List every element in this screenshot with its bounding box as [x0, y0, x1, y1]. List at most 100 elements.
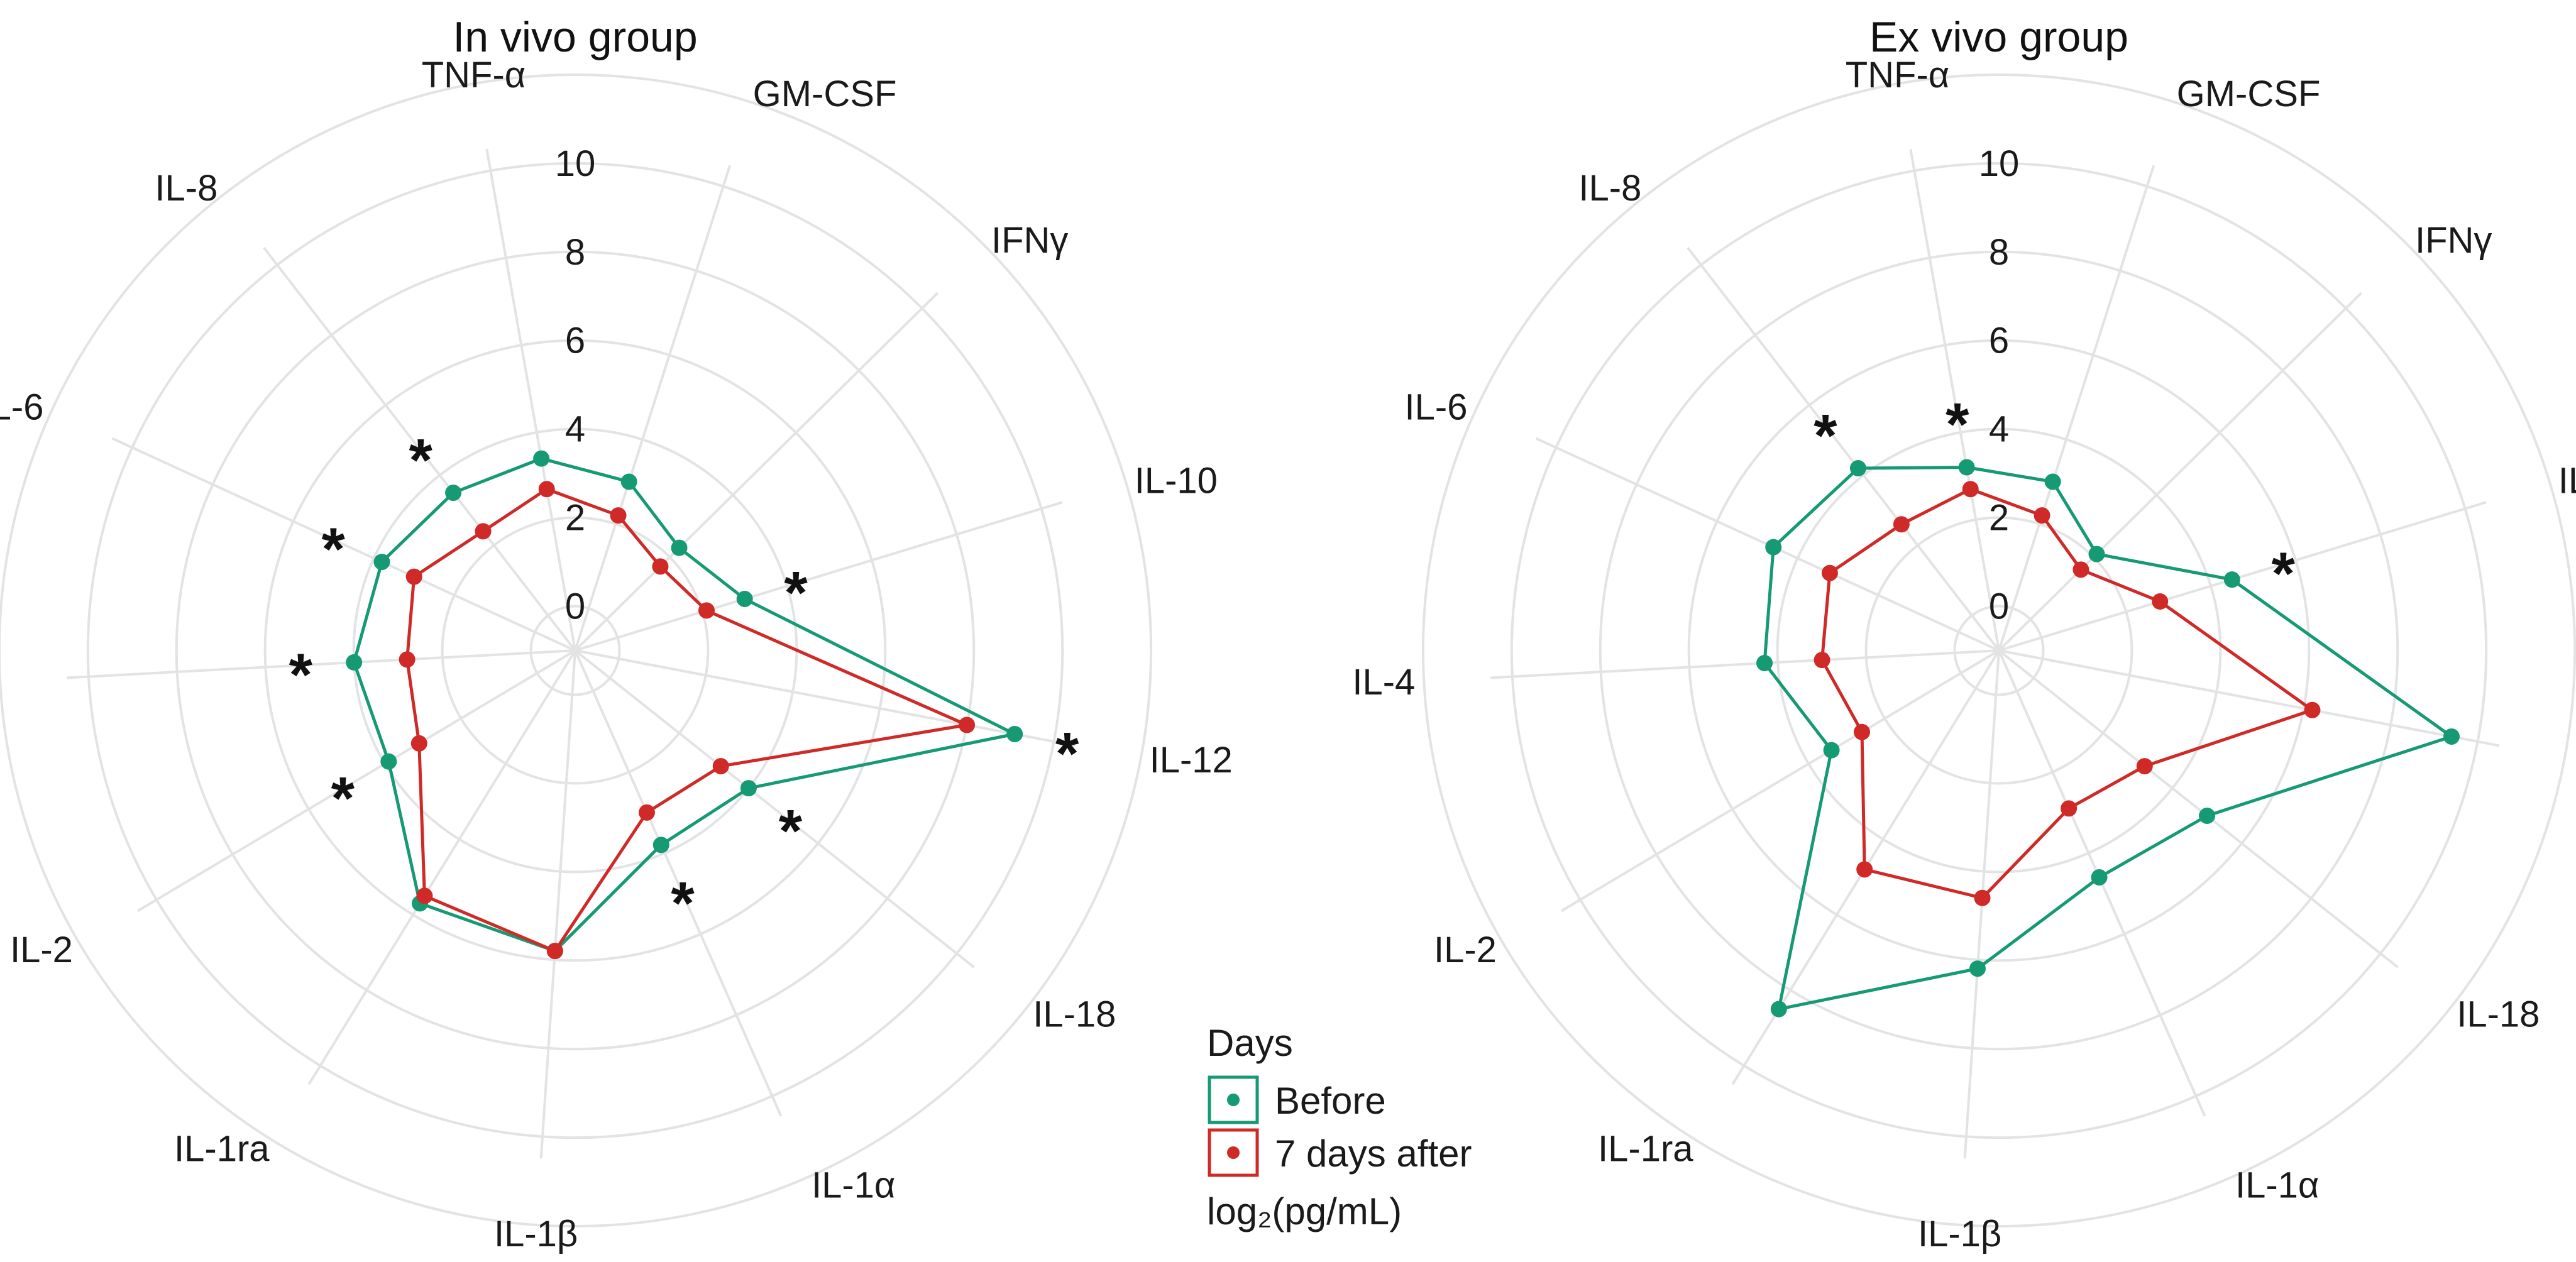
category-label: IL-8	[1578, 168, 1641, 209]
data-point	[671, 539, 688, 556]
significance-mark: *	[322, 516, 346, 583]
category-label: TNF-α	[1846, 55, 1950, 96]
data-point	[610, 507, 627, 524]
data-point	[405, 568, 422, 585]
grid-ring	[1864, 516, 2133, 785]
data-point	[2072, 561, 2089, 578]
grid-ring	[441, 516, 710, 785]
legend-dot-before	[1227, 1094, 1240, 1106]
category-label: IL-8	[155, 168, 217, 209]
data-point	[1854, 723, 1871, 740]
grid-ring	[1422, 74, 2576, 1227]
category-label: IL-10	[2558, 460, 2576, 501]
grid-spoke	[574, 650, 783, 1117]
data-point	[2136, 758, 2153, 775]
category-label: GM-CSF	[753, 74, 897, 114]
category-label: IL-18	[1033, 994, 1116, 1034]
data-point	[638, 804, 655, 821]
category-label: IFNγ	[2415, 220, 2492, 261]
significance-mark: *	[409, 427, 432, 494]
legend-entry-after: 7 days after	[1208, 1128, 1472, 1177]
grid-spoke	[539, 650, 576, 1159]
data-point	[373, 554, 390, 571]
series-after	[1814, 481, 2321, 906]
data-point	[475, 523, 492, 540]
category-label: IL-1α	[2235, 1165, 2319, 1206]
category-label: IL-1ra	[1598, 1129, 1693, 1170]
category-label: IL-6	[1405, 387, 1468, 428]
category-label: IL-2	[10, 930, 73, 970]
category-label: IL-1α	[812, 1165, 895, 1206]
legend-entry-before: Before	[1208, 1075, 1386, 1124]
panel-ex-vivo: 0 2 4 6 8 10 TNF-α GM-CSF IFNγ IL-10 IL-12 IL-18 IL-…	[1352, 13, 2576, 1254]
category-label: TNF-α	[422, 55, 526, 96]
data-point	[533, 450, 550, 467]
grid-ring	[0, 74, 1152, 1227]
data-point	[380, 753, 397, 770]
grid-spoke	[1909, 148, 2000, 651]
grid-spoke	[136, 649, 576, 913]
grid-spoke	[1998, 165, 2155, 651]
legend: Days Before 7 days after log₂(pg/mL)	[1207, 1022, 1472, 1232]
category-label: IL-18	[2457, 994, 2540, 1034]
data-point	[1962, 481, 1979, 498]
series-after	[399, 481, 976, 960]
grid-spoke	[1560, 649, 2000, 913]
data-point	[698, 602, 715, 619]
grid-spoke	[1998, 649, 2399, 968]
significance-mark: *	[2271, 540, 2295, 607]
data-point	[2223, 571, 2240, 588]
series-line	[352, 457, 1016, 953]
data-point	[410, 735, 427, 752]
data-point	[1814, 652, 1830, 669]
grid-spoke	[67, 649, 576, 679]
data-point	[1958, 459, 1975, 476]
grid-ring	[1599, 250, 2399, 1051]
grid-spoke	[111, 437, 576, 652]
data-point	[2152, 593, 2169, 610]
legend-dot-after	[1227, 1146, 1240, 1159]
grid-spoke	[1998, 501, 2487, 652]
grid-ring	[1776, 427, 2222, 874]
legend-title: Days	[1207, 1022, 1293, 1064]
grid-spoke	[1490, 649, 2000, 679]
category-label: IL-1β	[1918, 1214, 2001, 1254]
grid-spoke	[1687, 246, 2000, 652]
data-point	[740, 780, 757, 797]
data-point	[538, 481, 555, 498]
grid-ring	[1953, 605, 2045, 696]
grid-ring	[1510, 162, 2488, 1139]
data-point	[1849, 460, 1866, 477]
data-point	[736, 590, 753, 607]
data-point	[652, 837, 669, 853]
category-label: IL-6	[0, 387, 44, 428]
grid-spoke	[575, 649, 1076, 747]
data-point	[399, 651, 416, 668]
data-point	[712, 758, 729, 775]
category-label: IL-1ra	[174, 1129, 270, 1170]
significance-mark: *	[779, 798, 803, 865]
significance-mark: *	[331, 765, 355, 832]
data-point	[1765, 539, 1782, 556]
panel-in-vivo: 0 2 4 6 8 10 TNF-α GM-CSF IFNγ IL-10 IL-12 IL-18 IL-…	[0, 13, 1233, 1254]
unit-label: log₂(pg/mL)	[1207, 1190, 1402, 1232]
grid-ring	[1687, 339, 2311, 962]
legend-label-before: Before	[1275, 1080, 1386, 1122]
radial-tick-label: 10	[1979, 143, 2020, 184]
data-point	[546, 943, 563, 960]
data-point	[2088, 546, 2105, 562]
category-label: IL-12	[1150, 740, 1233, 781]
data-point	[445, 485, 462, 502]
series-line	[1820, 487, 2314, 900]
category-label: IL-1β	[494, 1214, 578, 1254]
data-point	[1856, 861, 1873, 878]
category-label: IL-12	[2573, 740, 2576, 781]
significance-mark: *	[671, 870, 695, 937]
radial-tick-label: 6	[1989, 321, 2009, 361]
grid-spoke	[575, 501, 1063, 652]
radial-tick-label: 2	[1989, 498, 2009, 539]
grid-spoke	[263, 246, 576, 652]
category-label: GM-CSF	[2177, 74, 2321, 114]
grid-ring	[529, 605, 621, 696]
